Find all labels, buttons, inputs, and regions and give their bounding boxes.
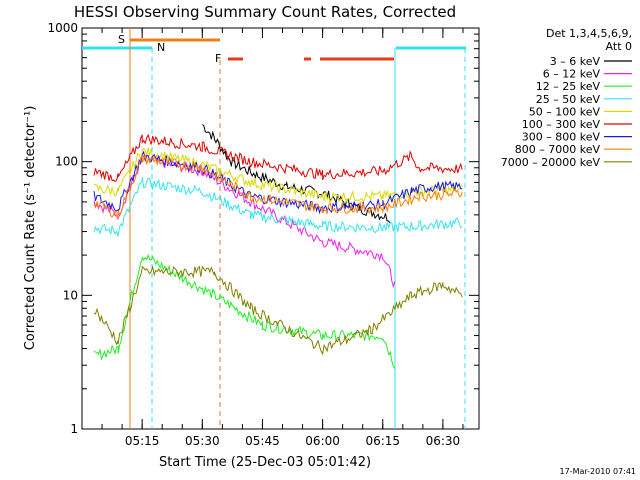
series-line-7 [93, 154, 463, 219]
legend-item-label: 800 – 7000 keV [515, 143, 601, 156]
x-tick-label: 05:15 [125, 434, 160, 448]
series-line-2 [93, 253, 396, 370]
x-tick-label: 05:45 [245, 434, 280, 448]
legend-item-label: 50 – 100 keV [529, 105, 601, 118]
y-tick-label: 1000 [47, 21, 78, 35]
flag-s-label: S [118, 33, 125, 46]
series-line-6 [93, 150, 463, 215]
legend-item-label: 300 – 800 keV [522, 131, 601, 144]
y-axis-label: Corrected Count Rate (s⁻¹ detector⁻¹) [23, 106, 38, 351]
x-axis-ticks: 05:15 05:30 05:45 06:00 06:15 06:30 [101, 28, 464, 448]
chart-title: HESSI Observing Summary Count Rates, Cor… [74, 3, 456, 21]
series-group [93, 124, 463, 370]
y-axis-ticks: 1 10 100 1000 [47, 21, 479, 436]
vertical-markers [129, 28, 466, 429]
x-tick-label: 06:00 [305, 434, 340, 448]
plot-frame [81, 27, 480, 430]
series-line-8 [93, 265, 463, 356]
footer-timestamp: 17-Mar-2010 07:41 [560, 467, 637, 476]
series-line-5 [93, 133, 463, 183]
series-line-1 [93, 152, 396, 289]
legend-item-label: 25 – 50 keV [536, 93, 601, 106]
x-tick-label: 06:30 [426, 434, 461, 448]
x-tick-label: 06:15 [365, 434, 400, 448]
flag-bars: S N F [82, 33, 466, 65]
flag-f-label: F [215, 52, 221, 65]
legend-item-label: 7000 – 20000 keV [501, 156, 601, 169]
legend-header-1: Det 1,3,4,5,6,9, [546, 27, 632, 40]
flag-n-label: N [157, 41, 165, 54]
series-line-4 [93, 147, 463, 203]
x-axis-label: Start Time (25-Dec-03 05:01:42) [159, 455, 371, 470]
legend-item-label: 100 – 300 keV [522, 118, 601, 131]
legend-item-label: 6 – 12 keV [543, 68, 601, 81]
series-line-3 [93, 177, 463, 237]
y-tick-label: 1 [70, 422, 78, 436]
y-tick-label: 100 [55, 155, 78, 169]
legend-item-label: 3 – 6 keV [550, 55, 601, 68]
y-tick-label: 10 [63, 288, 78, 302]
legend-item-label: 12 – 25 keV [536, 80, 601, 93]
x-tick-label: 05:30 [185, 434, 220, 448]
legend-header-2: Att 0 [606, 40, 632, 53]
